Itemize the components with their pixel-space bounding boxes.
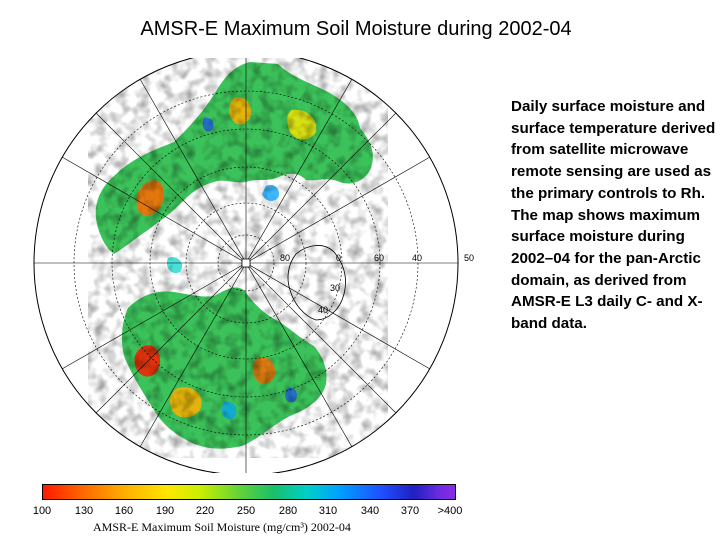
colorbar-tick: 370 xyxy=(400,505,420,517)
description-text: Daily surface moisture and surface tempe… xyxy=(511,98,716,333)
colorbar-tick: 160 xyxy=(114,505,134,517)
colorbar-tick: 190 xyxy=(155,505,175,517)
grid-label: 0 xyxy=(336,253,341,263)
grid-label: 60 xyxy=(374,253,384,263)
grid-label: 40 xyxy=(318,305,328,315)
colorbar-tick: 100 xyxy=(32,505,52,517)
grid-label: 40 xyxy=(412,253,422,263)
colorbar xyxy=(42,484,456,500)
grid-label: 30 xyxy=(330,283,340,293)
colorbar-ticks: 100 130 160 190 220 250 280 310 340 370 … xyxy=(22,505,474,519)
colorbar-tick: 280 xyxy=(278,505,298,517)
grid-label: 80 xyxy=(280,253,290,263)
polar-soil-moisture-map: 80 0 60 40 50 30 40 xyxy=(33,58,474,473)
colorbar-tick: >400 xyxy=(437,505,463,517)
colorbar-caption: AMSR-E Maximum Soil Moisture (mg/cm³) 20… xyxy=(93,520,351,534)
grid-labels: 80 0 60 40 50 30 40 xyxy=(280,253,474,315)
page-title: AMSR-E Maximum Soil Moisture during 2002… xyxy=(140,18,572,40)
colorbar-tick: 340 xyxy=(360,505,380,517)
colorbar-tick: 310 xyxy=(318,505,338,517)
moisture-texture xyxy=(88,58,388,458)
grid-label: 50 xyxy=(464,253,474,263)
colorbar-tick: 220 xyxy=(195,505,215,517)
colorbar-tick: 250 xyxy=(236,505,256,517)
pole-marker xyxy=(241,258,251,268)
colorbar-tick: 130 xyxy=(74,505,94,517)
